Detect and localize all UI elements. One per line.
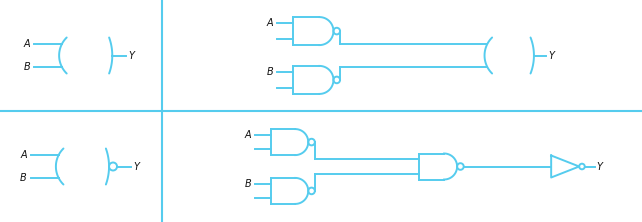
Text: B: B: [266, 67, 273, 77]
Text: B: B: [23, 62, 30, 72]
Text: Y: Y: [128, 50, 134, 61]
Text: A: A: [24, 39, 30, 49]
Text: B: B: [20, 173, 27, 183]
Text: Y: Y: [548, 50, 554, 61]
Text: A: A: [267, 18, 273, 28]
Text: A: A: [245, 130, 252, 140]
Text: Y: Y: [133, 161, 139, 172]
Text: A: A: [21, 150, 27, 160]
Text: Y: Y: [597, 161, 603, 172]
Text: B: B: [245, 179, 252, 189]
